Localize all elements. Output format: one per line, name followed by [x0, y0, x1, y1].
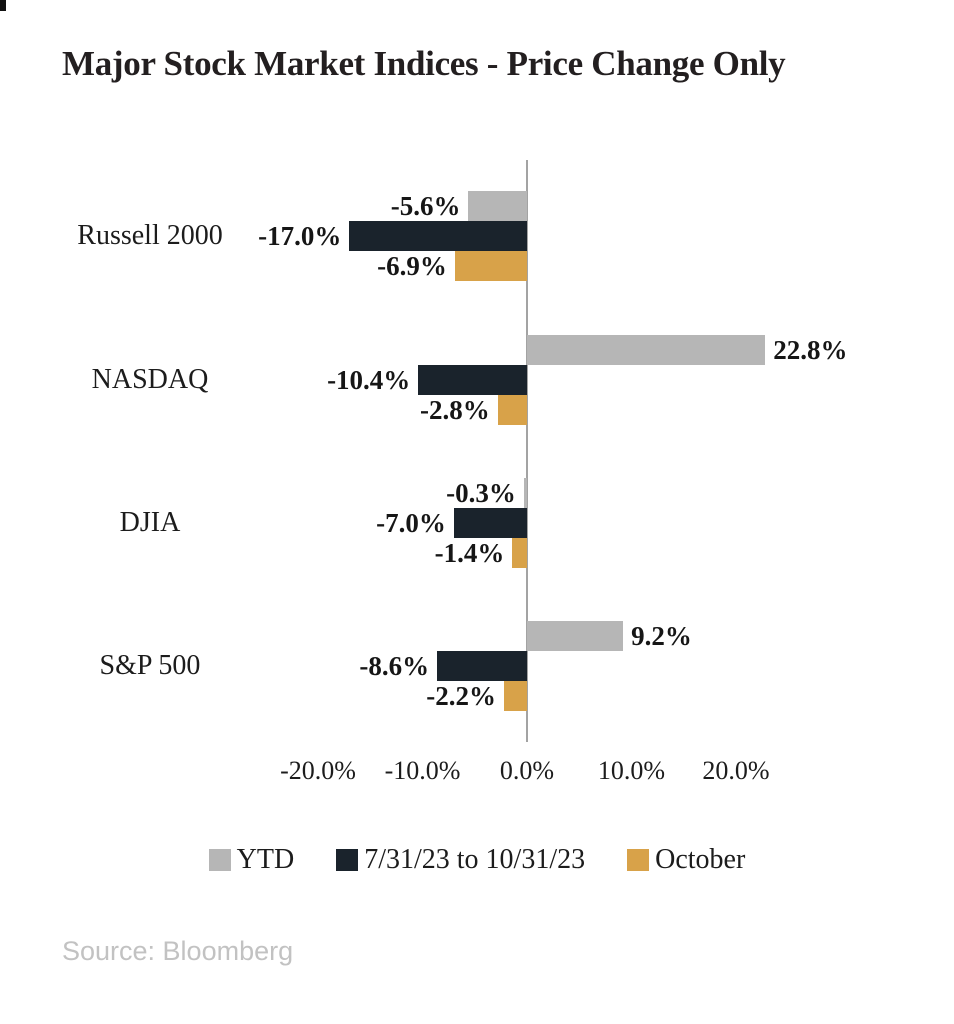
chart-title: Major Stock Market Indices - Price Chang…: [62, 44, 786, 83]
x-tick-label: 10.0%: [597, 756, 666, 785]
x-tick-label: -20.0%: [280, 756, 356, 785]
legend-item: October: [627, 845, 745, 875]
x-tick-label: -10.0%: [384, 756, 461, 785]
bar-october: [512, 538, 527, 568]
legend-swatch-icon: [627, 849, 650, 871]
category-label: NASDAQ: [91, 364, 209, 395]
bar-7-31-23-to-10-31-23: [418, 365, 527, 395]
bar-7-31-23-to-10-31-23: [453, 508, 527, 538]
legend-label: 7/31/23 to 10/31/23: [364, 844, 586, 875]
bar-value-label: -6.9%: [377, 251, 447, 281]
bar-7-31-23-to-10-31-23: [349, 221, 527, 251]
x-tick-label: 0.0%: [499, 756, 555, 785]
legend: YTD 7/31/23 to 10/31/23 October: [0, 845, 954, 875]
bar-value-label: -5.6%: [390, 191, 461, 221]
bar-value-label: -1.4%: [434, 538, 505, 568]
bar-value-label: -17.0%: [258, 221, 342, 251]
category-label: DJIA: [119, 507, 181, 538]
bar-value-label: -7.0%: [376, 508, 446, 538]
legend-label: October: [655, 844, 746, 875]
bar-ytd: [527, 621, 624, 651]
zero-axis-line: [526, 160, 528, 742]
bar-value-label: -0.3%: [446, 478, 516, 508]
source-text: Source: Bloomberg: [62, 936, 294, 966]
bar-ytd: [468, 191, 527, 221]
legend-swatch-icon: [208, 849, 231, 871]
legend-item: 7/31/23 to 10/31/23: [336, 845, 585, 875]
bar-7-31-23-to-10-31-23: [437, 651, 527, 681]
bar-value-label: -2.8%: [419, 395, 490, 425]
legend-swatch-icon: [336, 849, 359, 871]
bar-value-label: -2.2%: [426, 681, 496, 711]
corner-mark: [0, 0, 6, 11]
category-label: S&P 500: [99, 650, 201, 681]
bar-value-label: 9.2%: [631, 621, 692, 651]
bar-october: [497, 395, 527, 425]
legend-item: YTD: [208, 844, 295, 875]
bar-ytd: [527, 335, 766, 365]
bar-value-label: 22.8%: [773, 335, 848, 365]
legend-label: YTD: [236, 844, 295, 875]
bar-october: [454, 251, 527, 281]
bar-value-label: -10.4%: [327, 365, 411, 395]
x-tick-label: 20.0%: [702, 756, 770, 785]
bar-october: [504, 681, 527, 711]
bar-value-label: -8.6%: [359, 651, 430, 681]
bar-ytd: [523, 478, 527, 508]
category-label: Russell 2000: [77, 220, 223, 251]
